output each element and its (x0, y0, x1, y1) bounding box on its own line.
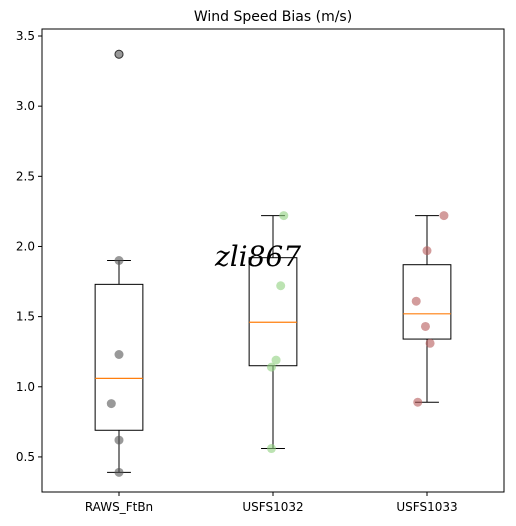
data-point (411, 296, 421, 306)
data-point (422, 246, 432, 256)
data-point (114, 49, 124, 59)
x-axis: RAWS_FtBn USFS1032 USFS1033 (85, 492, 458, 514)
data-point (114, 467, 124, 477)
y-axis: 0.5 1.0 1.5 2.0 2.5 3.0 3.5 (16, 29, 42, 464)
y-tick-label: 2.5 (16, 169, 35, 183)
y-tick-label: 1.0 (16, 380, 35, 394)
data-point (266, 362, 276, 372)
y-tick-label: 2.0 (16, 239, 35, 253)
data-point (266, 444, 276, 454)
x-tick-label: RAWS_FtBn (85, 500, 153, 514)
y-tick-label: 1.5 (16, 310, 35, 324)
data-point (413, 397, 423, 407)
box-USFS1033 (402, 215, 452, 403)
y-tick-label: 3.5 (16, 29, 35, 43)
iqr-box (248, 257, 298, 367)
data-point (420, 321, 430, 331)
data-point (439, 211, 449, 221)
data-point (114, 435, 124, 445)
data-point (114, 256, 124, 265)
iqr-box (94, 283, 144, 431)
data-point (425, 338, 435, 348)
x-tick-label: USFS1033 (396, 500, 457, 514)
data-point (114, 350, 124, 360)
points-layer (106, 49, 449, 477)
x-tick-label: USFS1032 (242, 500, 303, 514)
watermark-signature: zli867 (214, 240, 301, 273)
data-point (106, 399, 116, 409)
data-point (271, 355, 281, 365)
data-point (279, 211, 289, 221)
data-point (276, 281, 286, 291)
y-tick-label: 0.5 (16, 450, 35, 464)
y-tick-label: 3.0 (16, 99, 35, 113)
iqr-box (402, 264, 452, 340)
chart-title: Wind Speed Bias (m/s) (194, 9, 352, 25)
